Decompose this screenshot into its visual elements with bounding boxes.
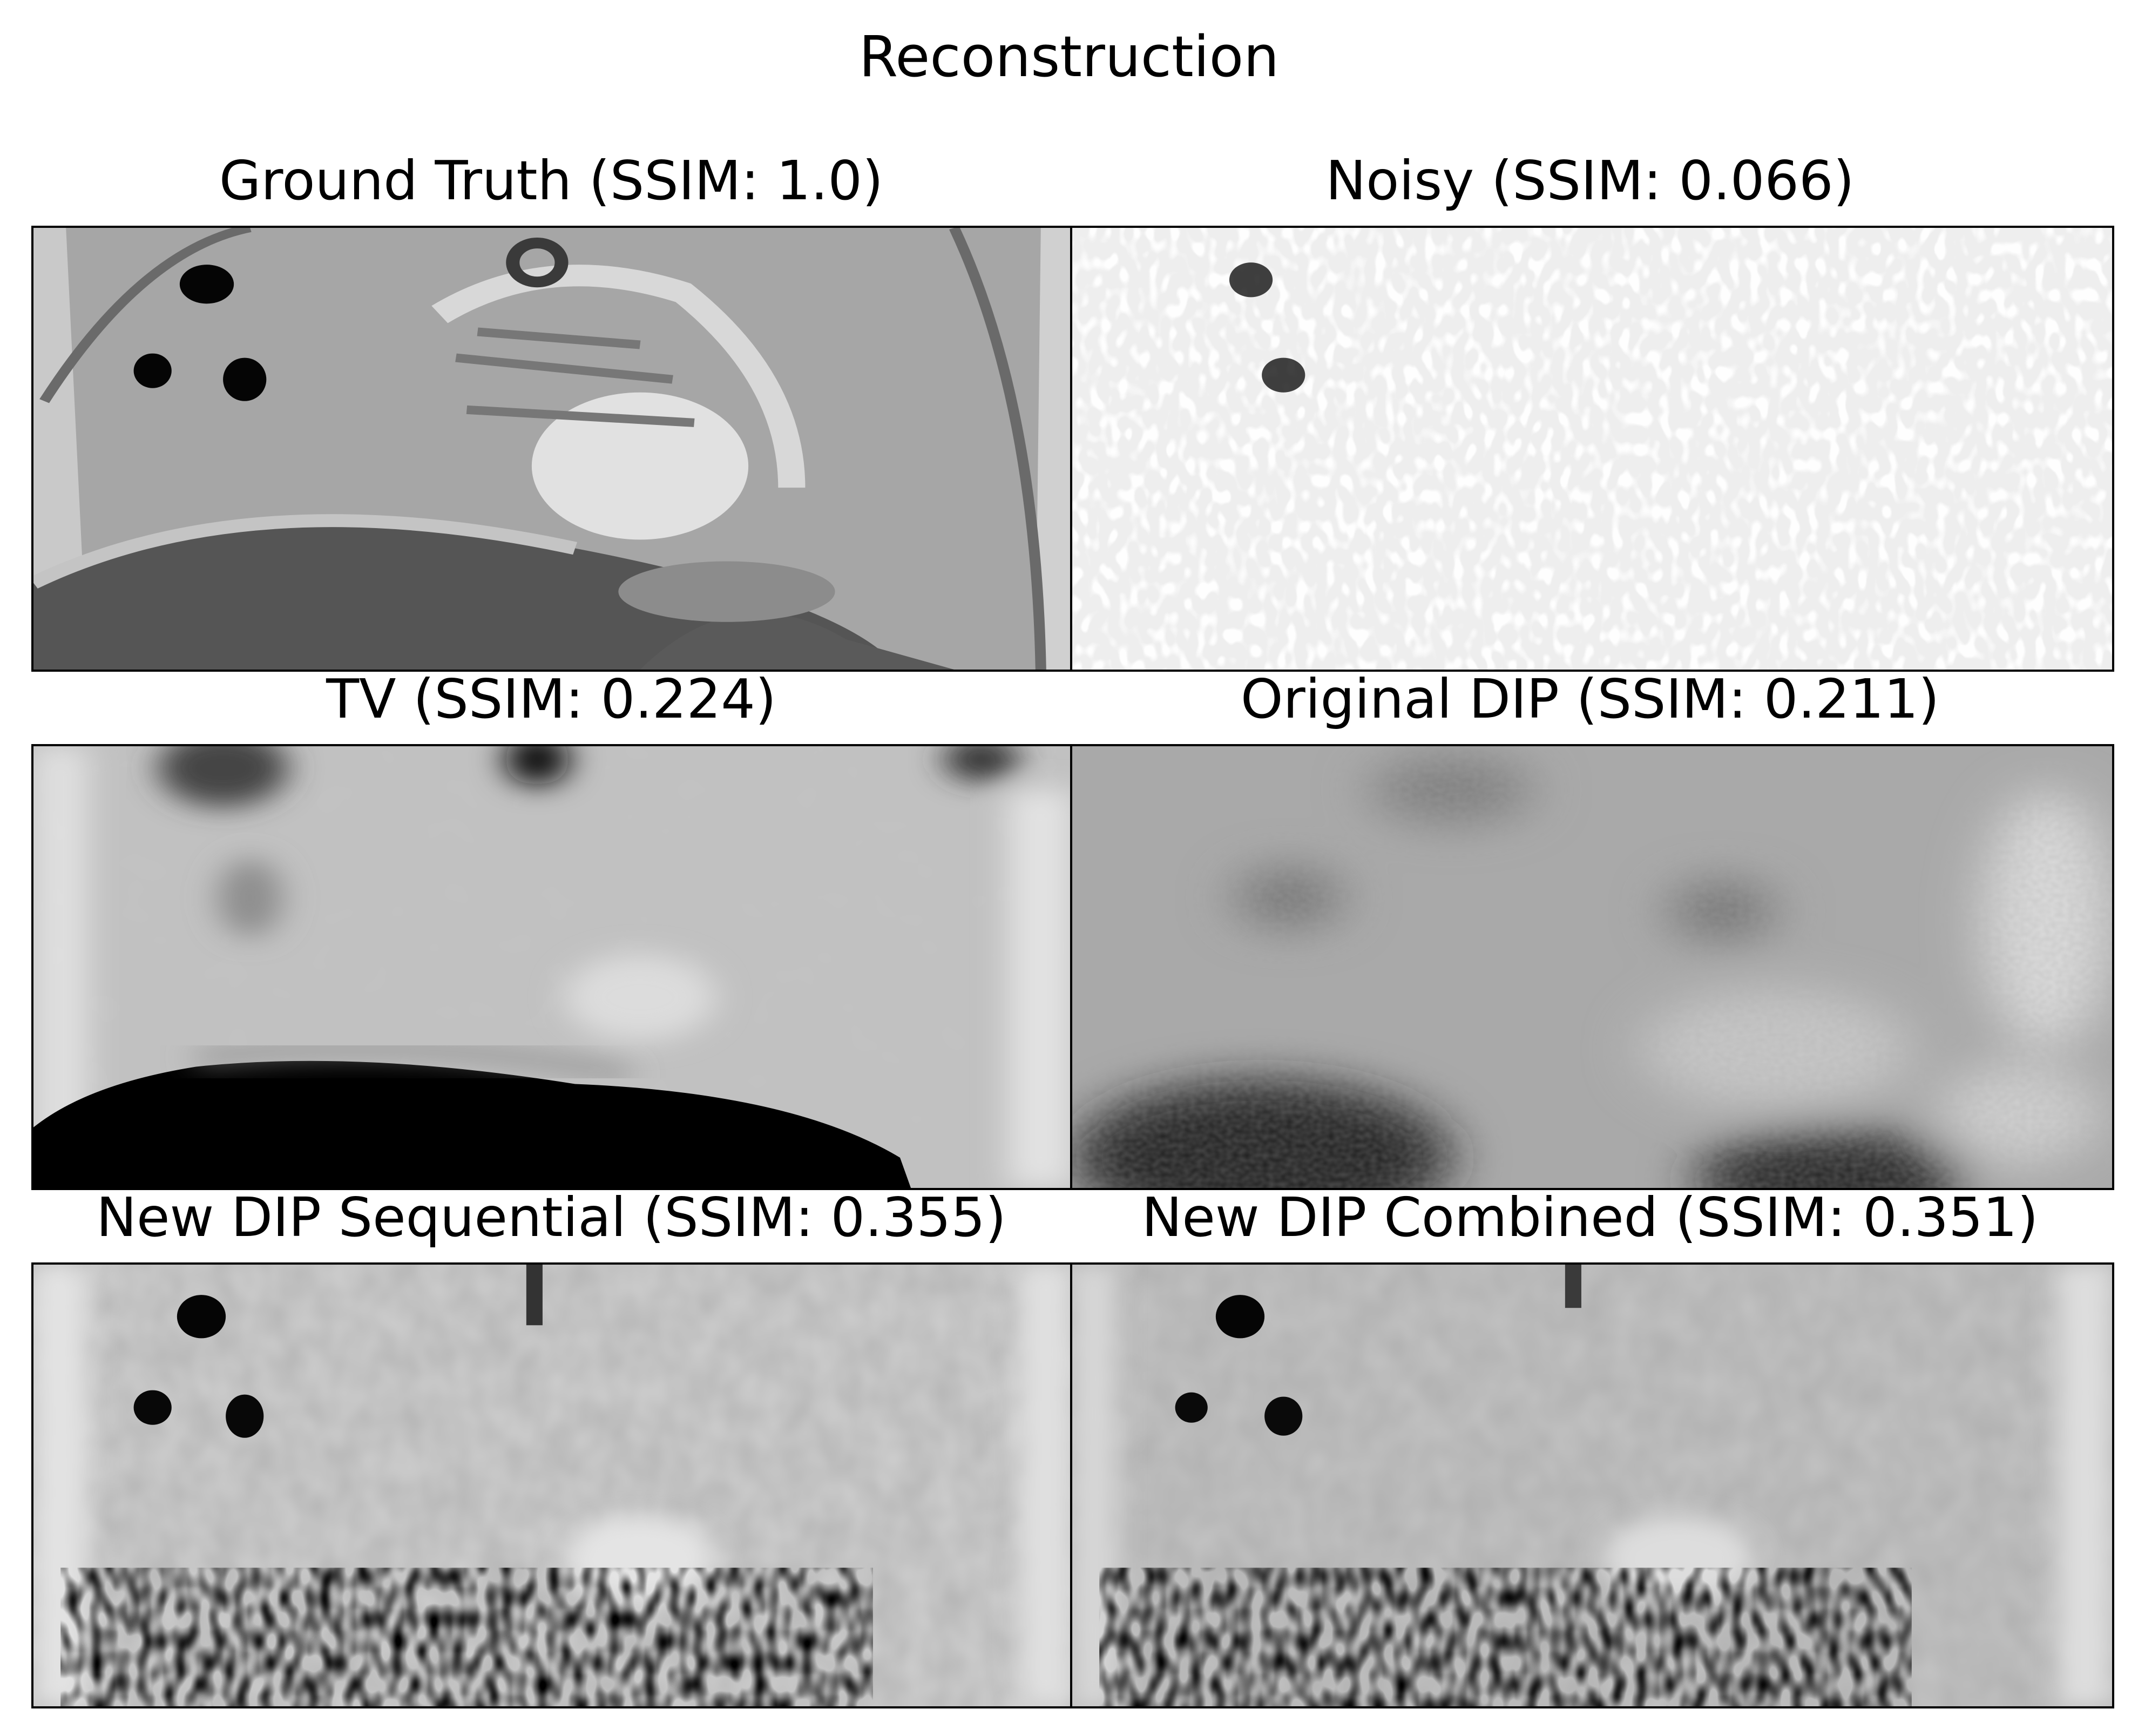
panel-title-new-dip-combined: New DIP Combined (SSIM: 0.351) <box>1141 1186 2039 1249</box>
image-ground-truth <box>31 226 1075 672</box>
panel-title-new-dip-sequential: New DIP Sequential (SSIM: 0.355) <box>96 1186 1006 1249</box>
panel-title-noisy: Noisy (SSIM: 0.066) <box>1325 149 1855 212</box>
image-noisy <box>1070 226 2114 672</box>
image-new-dip-combined <box>1070 1262 2114 1708</box>
image-tv <box>31 744 1075 1190</box>
panel-title-ground-truth: Ground Truth (SSIM: 1.0) <box>219 149 884 212</box>
figure-title: Reconstruction <box>858 24 1280 90</box>
panel-title-tv: TV (SSIM: 0.224) <box>326 667 776 731</box>
image-new-dip-sequential <box>31 1262 1075 1708</box>
panel-title-original-dip: Original DIP (SSIM: 0.211) <box>1240 667 1940 731</box>
image-original-dip <box>1070 744 2114 1190</box>
